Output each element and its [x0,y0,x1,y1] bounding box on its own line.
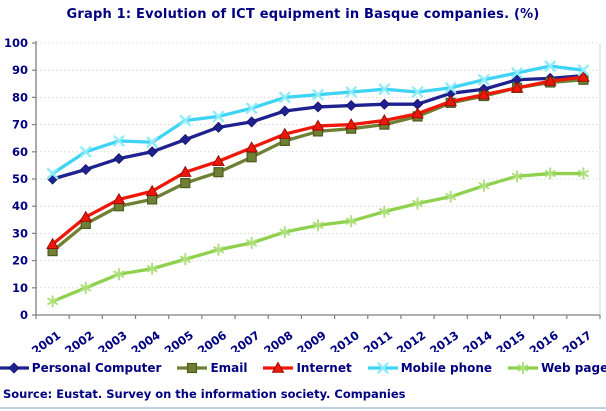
source-note: Source: Eustat. Survey on the informatio… [3,387,406,401]
y-tick-label: 0 [20,308,28,322]
y-tick-label: 100 [4,36,28,50]
x-tick-label: 2003 [95,328,129,352]
x-tick-label: 2013 [427,328,461,352]
chart-title: Graph 1: Evolution of ICT equipment in B… [66,7,540,22]
x-tick-label: 2002 [62,328,96,352]
x-tick-label: 2017 [560,328,594,352]
legend-label: Email [210,361,248,375]
legend: Personal Computer Email Internet Mobile pho… [0,357,606,379]
legend-label: Internet [296,361,352,375]
bottom-edge-line [0,407,606,409]
y-tick-label: 60 [12,145,28,159]
legend-item-email: Email [176,361,247,375]
y-tick-label: 90 [12,63,28,77]
x-tick-label: 2006 [195,328,229,352]
legend-marker-square-icon [177,362,208,374]
legend-marker-asterisk-icon [508,361,539,375]
x-tick-label: 2011 [361,328,395,352]
y-tick-label: 30 [12,226,28,240]
x-tick-label: 2016 [527,328,561,352]
series-web-page [47,167,589,308]
legend-item-mobile-phone: Mobile phone [367,361,492,375]
x-tick-label: 2001 [29,328,63,352]
x-tick-label: 2008 [261,328,295,352]
y-tick-label: 10 [12,281,28,295]
y-tick-label: 70 [12,118,28,132]
y-tick-label: 40 [12,199,28,213]
x-tick-label: 2014 [460,328,494,352]
legend-item-web-page: Web page [507,361,606,375]
y-tick-label: 20 [12,254,28,268]
x-tick-label: 2005 [162,328,196,352]
series-mobile-phone [46,60,590,180]
y-tick-label: 50 [12,172,28,186]
legend-marker-diamond-icon [0,362,29,374]
x-tick-label: 2010 [328,328,362,352]
x-tick-label: 2012 [394,328,428,352]
y-tick-label: 80 [12,90,28,104]
series-internet [46,70,590,249]
legend-item-internet: Internet [262,361,352,375]
x-tick-label: 2015 [494,328,528,352]
x-tick-label: 2004 [129,328,163,352]
legend-label: Web page [541,361,606,375]
legend-marker-triangle-icon [263,361,294,373]
x-tick-label: 2007 [228,328,262,352]
legend-label: Mobile phone [400,361,493,375]
plot-area: 0102030405060708090100200120022003200420… [4,36,601,352]
legend-label: Personal Computer [31,361,162,375]
legend-item-personal-computer: Personal Computer [0,361,161,375]
x-tick-label: 2009 [294,328,328,352]
legend-marker-x-cross-icon [367,362,398,374]
